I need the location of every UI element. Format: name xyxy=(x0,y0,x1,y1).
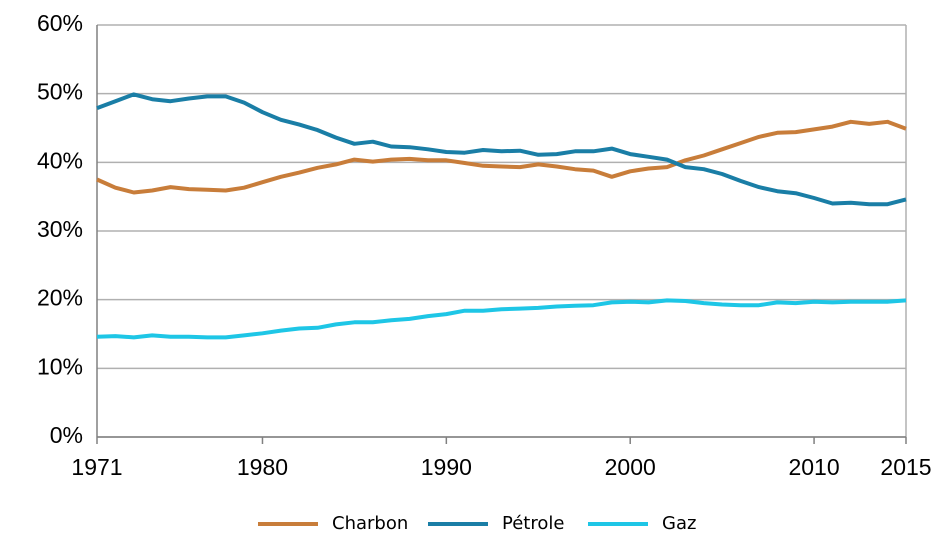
x-tick-label: 1971 xyxy=(71,454,122,480)
x-tick-label: 2000 xyxy=(605,454,656,480)
x-tick-label: 1980 xyxy=(237,454,288,480)
x-tick-label: 2010 xyxy=(788,454,839,480)
legend-label: Gaz xyxy=(662,513,696,534)
y-tick-label: 30% xyxy=(37,216,83,242)
y-tick-label: 60% xyxy=(37,10,83,36)
y-tick-label: 10% xyxy=(37,353,83,379)
legend-label: Pétrole xyxy=(502,513,564,534)
series-line xyxy=(96,92,907,207)
series-line xyxy=(96,119,907,195)
y-tick-label: 0% xyxy=(50,422,83,448)
legend-label: Charbon xyxy=(332,513,408,534)
series-line xyxy=(96,298,907,340)
x-tick-label: 2015 xyxy=(880,454,931,480)
y-tick-label: 40% xyxy=(37,147,83,173)
y-tick-label: 20% xyxy=(37,285,83,311)
y-tick-label: 50% xyxy=(37,79,83,105)
x-tick-label: 1990 xyxy=(421,454,472,480)
